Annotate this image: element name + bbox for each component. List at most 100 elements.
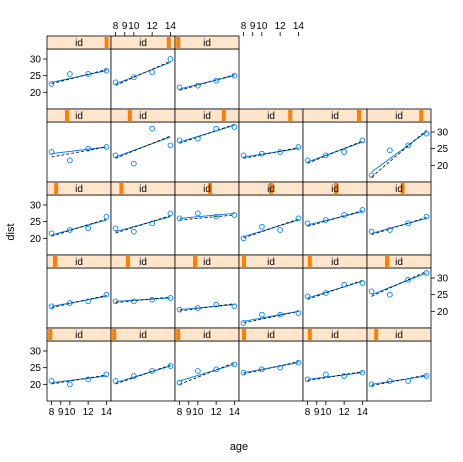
data-point [240,320,247,326]
dashed-fit-line [115,296,171,304]
y-axis-label: dist [5,223,17,240]
data-point [295,359,302,366]
data-point [167,363,174,369]
data-point [103,213,110,220]
panel-26 [302,340,368,402]
data-point [67,300,73,306]
data-point [67,227,73,233]
data-point [231,361,238,368]
data-point [277,311,283,318]
strip-marker-5 [127,110,132,121]
data-point [149,125,155,132]
x-tick-label: 9 [186,407,192,418]
strip-label: id [139,330,147,341]
panel-11 [110,194,176,256]
fit-line [371,217,427,234]
x-tick-label: 9 [314,407,320,418]
data-point [341,212,347,218]
data-point [304,220,311,227]
data-point [368,172,375,179]
strip-label: id [75,184,83,195]
x-tick-label: 10 [320,407,332,418]
x-tick-label: 14 [357,407,369,418]
data-point [131,74,137,81]
x-tick-label: 14 [293,21,305,32]
data-point [213,125,219,132]
data-point [67,71,73,77]
strip-label: id [203,257,211,268]
x-tick-label: 10 [64,407,76,418]
y-tick-label: 25 [437,290,449,301]
fit-line [179,75,235,90]
data-point [405,378,411,384]
y-tick-label: 25 [30,71,42,82]
strip-marker-18 [193,256,197,267]
data-point [231,124,238,130]
data-point [131,228,137,235]
data-point [85,298,91,305]
dashed-fit-line [179,214,235,221]
data-point [423,270,430,276]
data-point [176,137,183,144]
dashed-fit-line [243,147,299,159]
strip-label: id [139,111,147,122]
strip-marker-3 [176,37,181,48]
data-point [85,145,91,152]
fit-line [179,124,235,143]
strip-label: id [203,184,211,195]
data-point [131,160,137,167]
data-point [48,230,55,237]
data-point [259,223,265,230]
strip-marker-12 [208,183,212,194]
strip-marker-10 [54,183,59,194]
data-point [231,303,238,310]
strip-label: id [75,111,83,122]
y-tick-label: 20 [30,88,42,99]
data-point [341,281,347,288]
y-tick-label: 30 [437,274,449,285]
dashed-fit-line [371,270,427,297]
data-point [213,366,219,373]
dashed-fit-line [179,303,235,312]
strip-label: id [267,184,275,195]
dashed-fit-line [371,374,427,387]
data-point [259,366,265,373]
strip-label: id [267,257,275,268]
strip-marker-24 [176,329,181,340]
panel-13 [238,194,304,256]
x-tick-label: 8 [49,407,55,418]
panel-3 [174,48,240,110]
data-point [48,149,55,155]
data-point [112,152,119,159]
strip-label: id [395,111,403,122]
y-tick-label: 30 [30,201,42,212]
data-point [167,295,174,301]
strip-marker-16 [53,256,57,267]
x-tick-label: 10 [128,21,140,32]
data-point [112,298,119,305]
strip-marker-1 [104,37,109,48]
data-point [405,220,411,227]
panel-16 [46,267,112,329]
data-point [195,210,201,217]
strip-marker-13 [269,183,273,194]
fit-line [243,219,299,238]
dashed-fit-line [51,374,107,385]
x-tick-label: 9 [58,407,64,418]
panel-6 [174,121,240,183]
data-point [240,152,247,159]
fit-line [243,362,299,374]
panel-19 [238,267,304,329]
data-point [131,298,137,305]
strip-marker-20 [307,256,312,267]
x-tick-label: 9 [122,21,128,32]
x-tick-label: 12 [211,407,223,418]
data-point [387,291,393,298]
data-point [304,376,311,383]
strip-marker-17 [126,256,130,267]
strip-label: id [75,257,83,268]
data-point [176,379,183,386]
data-point [67,157,73,164]
strip-marker-4 [65,110,69,121]
